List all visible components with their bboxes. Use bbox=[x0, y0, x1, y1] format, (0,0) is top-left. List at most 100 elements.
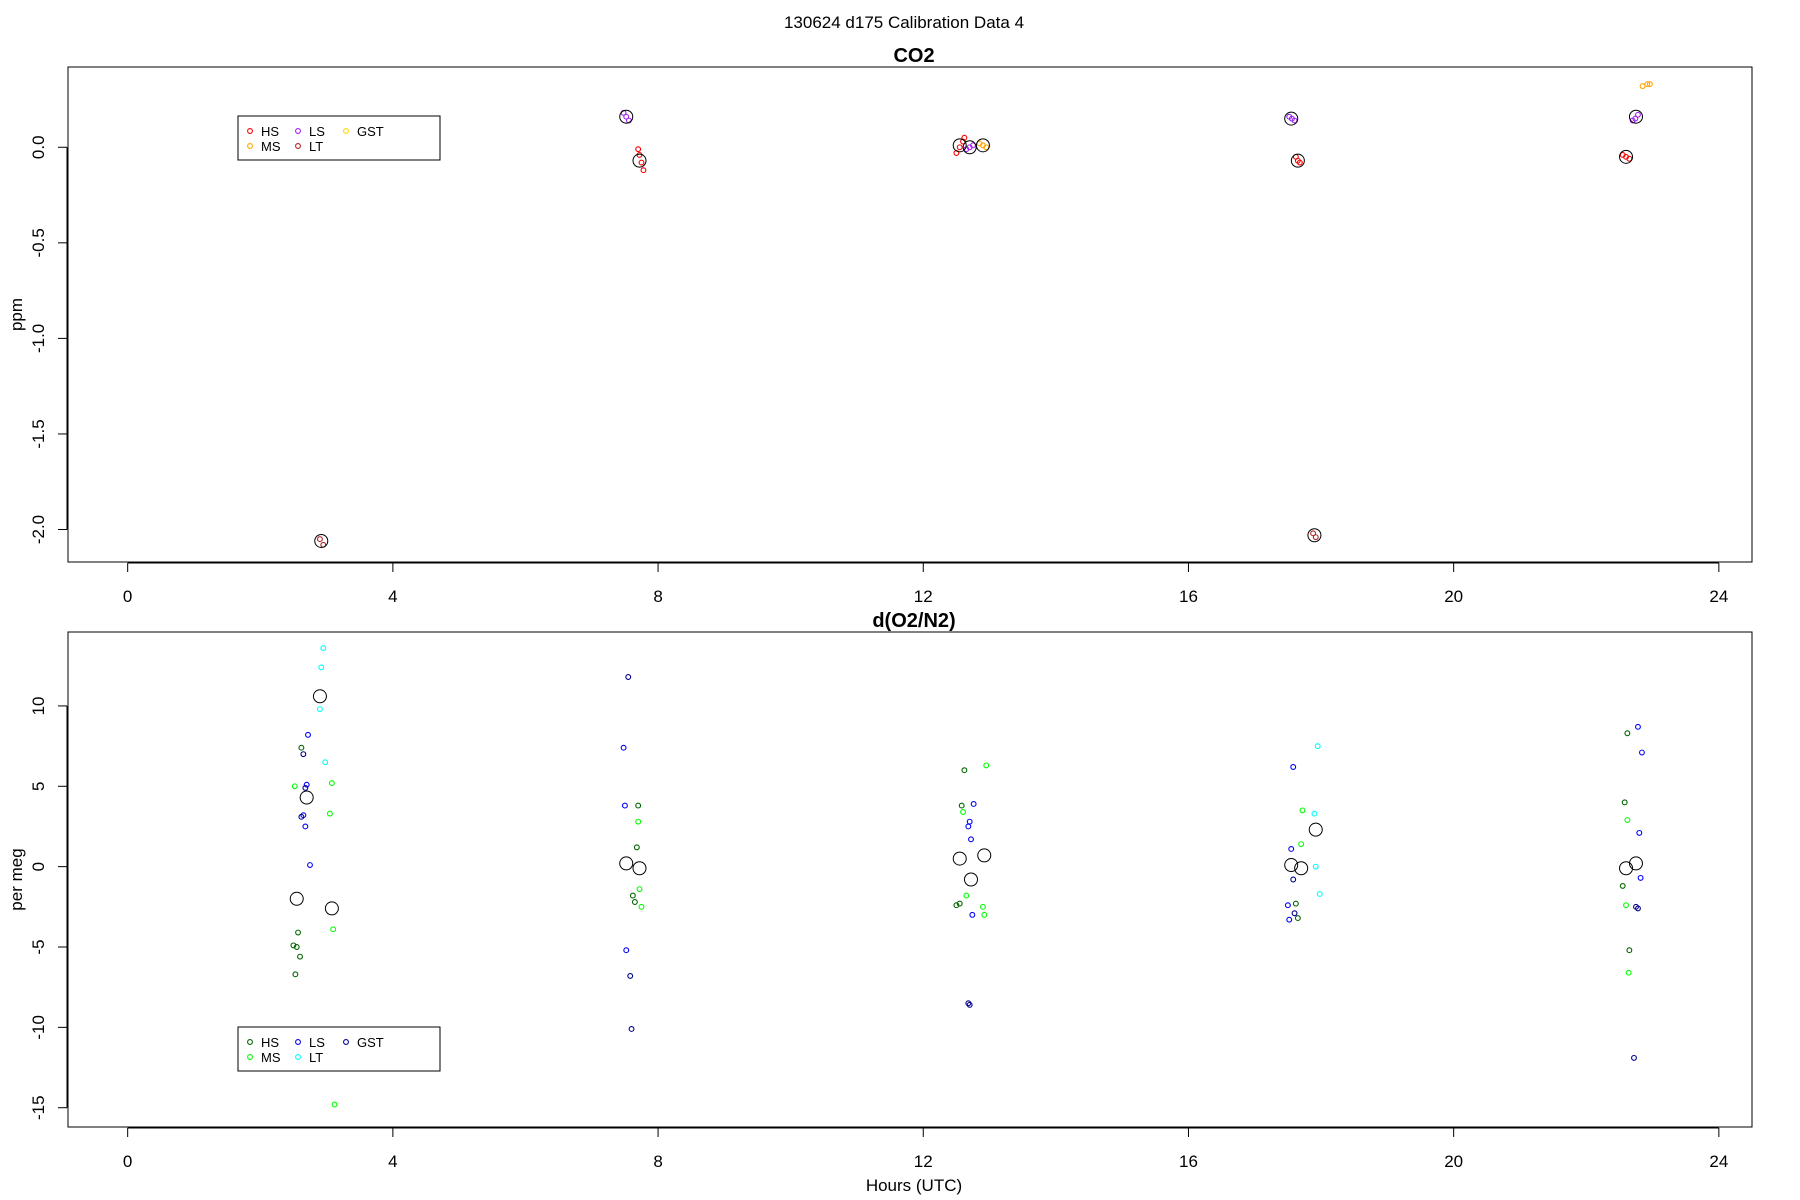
x-tick-label: 20 bbox=[1444, 587, 1463, 606]
mean-circle bbox=[1628, 109, 1643, 124]
data-point-ms bbox=[331, 1101, 338, 1108]
mean-circle bbox=[299, 790, 314, 805]
data-point-ls bbox=[1288, 846, 1295, 852]
plot-frame bbox=[67, 631, 1753, 1128]
panel-title: d(O2/N2) bbox=[872, 610, 955, 632]
data-point-gst bbox=[1631, 1054, 1637, 1061]
legend-label-lt: LT bbox=[309, 1050, 323, 1065]
data-point-lt bbox=[1312, 863, 1319, 870]
data-point-hs bbox=[956, 144, 963, 151]
data-point-ls bbox=[1636, 829, 1643, 836]
data-point-hs bbox=[636, 151, 643, 158]
o2n2-panel: d(O2/N2) 0 4 8 12 16 20 24 Hours (UTC) 10 5 0 -5 -10 -… bbox=[7, 610, 1753, 1195]
mean-circle bbox=[1628, 856, 1643, 871]
data-point-hs bbox=[958, 802, 965, 809]
x-tick-label: 16 bbox=[1179, 587, 1198, 606]
data-point-ls bbox=[969, 911, 976, 918]
x-tick-label: 4 bbox=[388, 587, 397, 606]
data-point-lt bbox=[1311, 810, 1318, 817]
y-tick-label: -1.5 bbox=[29, 419, 48, 448]
data-point-hs bbox=[631, 899, 638, 905]
data-point-lt bbox=[316, 706, 323, 713]
data-point-hs bbox=[961, 767, 968, 774]
data-point-hs bbox=[295, 929, 302, 936]
data-point-ms bbox=[1623, 902, 1629, 909]
data-point-hs bbox=[956, 900, 963, 907]
mean-circle bbox=[289, 891, 304, 906]
mean-circle bbox=[975, 138, 990, 153]
mean-circle bbox=[312, 689, 327, 704]
data-point-ls bbox=[1286, 916, 1293, 923]
data-point-hs bbox=[1621, 799, 1628, 806]
mean-circle bbox=[1307, 528, 1322, 543]
legend-marker-ls bbox=[295, 128, 301, 134]
x-tick-label: 12 bbox=[914, 587, 933, 606]
y-tick-label: -15 bbox=[29, 1095, 48, 1120]
data-point-ls bbox=[1637, 874, 1644, 881]
legend-label-ls: LS bbox=[309, 124, 325, 139]
mean-circle bbox=[963, 872, 978, 887]
legend-marker-ls bbox=[295, 1039, 301, 1045]
data-point-hs bbox=[1624, 730, 1631, 737]
data-point-ls bbox=[966, 818, 973, 825]
data-point-ls bbox=[970, 801, 977, 807]
data-point-ms bbox=[1298, 841, 1305, 848]
legend-marker-ms bbox=[247, 1054, 253, 1060]
legend-label-hs: HS bbox=[261, 1035, 279, 1050]
data-point-ms bbox=[328, 780, 335, 787]
data-point-lt bbox=[322, 759, 329, 766]
data-point-ms bbox=[635, 818, 642, 825]
x-tick-label: 4 bbox=[388, 1152, 397, 1171]
data-point-ls bbox=[965, 823, 972, 830]
data-point-ls bbox=[1290, 764, 1297, 770]
data-point-gst bbox=[625, 674, 632, 680]
x-tick-label: 24 bbox=[1709, 587, 1728, 606]
y-axis-label: per meg bbox=[7, 848, 26, 910]
x-tick-label: 12 bbox=[914, 1152, 933, 1171]
mean-circle bbox=[1284, 111, 1299, 126]
legend-label-hs: HS bbox=[261, 124, 279, 139]
data-point-lt bbox=[1314, 743, 1321, 750]
y-tick-label: -10 bbox=[29, 1015, 48, 1040]
data-point-gst bbox=[1290, 876, 1297, 883]
data-point-gst bbox=[298, 813, 305, 820]
y-axis-label: ppm bbox=[7, 298, 26, 331]
y-tick-label: -1.0 bbox=[29, 324, 48, 353]
legend-label-ms: MS bbox=[261, 139, 281, 154]
data-point-hs bbox=[297, 953, 303, 960]
data-point-hs bbox=[298, 744, 305, 751]
data-point-ls bbox=[307, 862, 313, 868]
data-point-ms bbox=[1639, 83, 1646, 90]
legend-marker-hs bbox=[247, 1039, 253, 1045]
legend-marker-gst bbox=[343, 128, 349, 134]
y-tick-label: 10 bbox=[29, 696, 48, 715]
data-point-ls bbox=[620, 744, 627, 751]
mean-circle bbox=[632, 861, 647, 876]
data-point-lt bbox=[318, 664, 325, 671]
data-point-ms bbox=[1644, 81, 1651, 88]
legend-marker-hs bbox=[247, 128, 253, 134]
data-point-hs bbox=[290, 942, 297, 949]
legend-label-lt: LT bbox=[309, 139, 323, 154]
legend-label-ms: MS bbox=[261, 1050, 281, 1065]
y-tick-label: -5 bbox=[29, 939, 48, 954]
data-point-ls bbox=[1635, 723, 1641, 730]
mean-circle bbox=[1308, 822, 1323, 837]
data-point-hs bbox=[953, 902, 960, 909]
data-point-lt bbox=[1312, 534, 1319, 541]
mean-circle bbox=[1619, 861, 1634, 876]
data-point-ms bbox=[963, 892, 970, 899]
data-point-ls bbox=[303, 781, 310, 788]
panel-title: CO2 bbox=[893, 45, 934, 67]
mean-circle bbox=[632, 153, 647, 168]
data-point-hs bbox=[293, 944, 300, 950]
y-tick-label: -0.5 bbox=[29, 228, 48, 257]
data-point-ms bbox=[330, 926, 337, 933]
data-point-lt bbox=[316, 536, 323, 543]
x-tick-label: 0 bbox=[123, 1152, 132, 1171]
data-point-ms bbox=[636, 886, 643, 893]
legend-label-ls: LS bbox=[309, 1035, 325, 1050]
data-point-hs bbox=[635, 802, 642, 809]
